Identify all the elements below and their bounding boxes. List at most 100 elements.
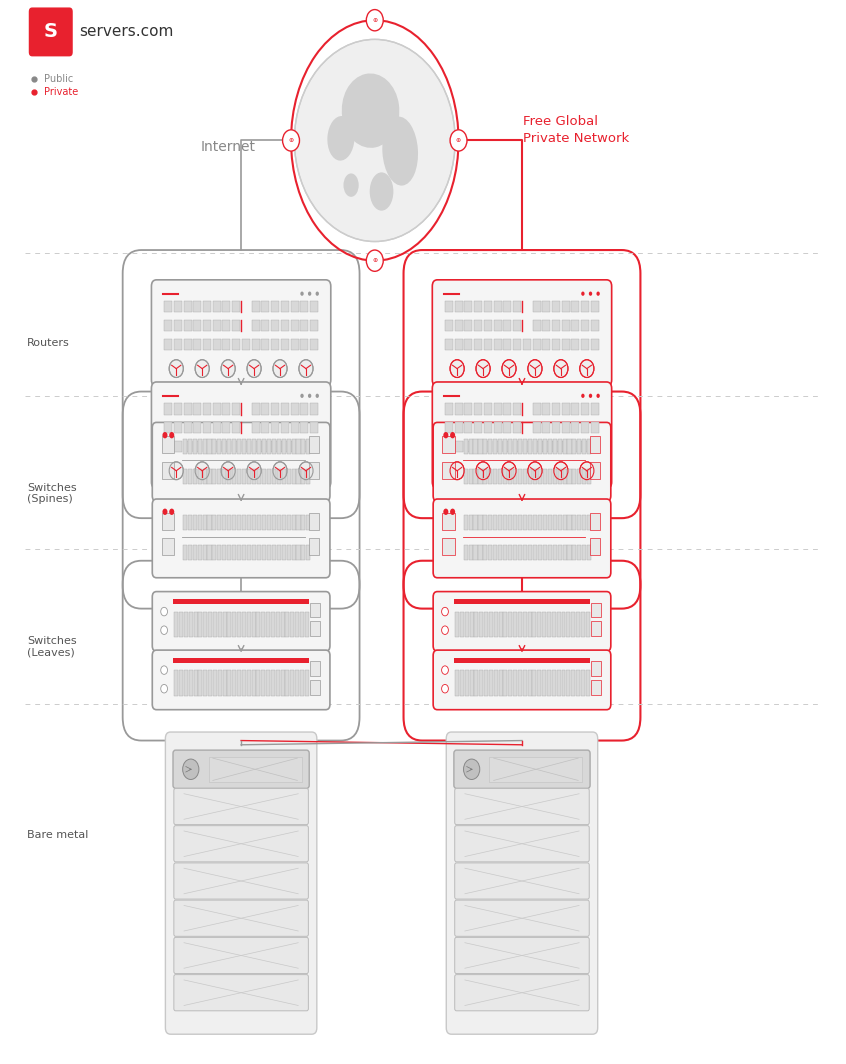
Bar: [257, 468, 261, 483]
Circle shape: [589, 394, 592, 398]
Bar: [183, 438, 187, 453]
Bar: [162, 538, 174, 555]
Bar: [552, 670, 556, 696]
Bar: [174, 670, 179, 696]
Bar: [558, 438, 562, 453]
Bar: [306, 515, 310, 530]
Bar: [232, 320, 240, 331]
Bar: [464, 422, 472, 433]
Bar: [566, 612, 570, 637]
Bar: [474, 403, 482, 415]
Bar: [445, 422, 453, 433]
Bar: [261, 403, 269, 415]
Bar: [232, 440, 240, 452]
Bar: [233, 670, 236, 696]
Bar: [281, 612, 284, 637]
Circle shape: [300, 394, 304, 398]
Bar: [542, 338, 550, 350]
Circle shape: [442, 684, 448, 693]
Bar: [538, 515, 541, 530]
Bar: [198, 468, 201, 483]
Bar: [568, 515, 572, 530]
Bar: [247, 438, 251, 453]
Bar: [572, 320, 580, 331]
Bar: [188, 515, 192, 530]
Bar: [207, 545, 212, 560]
Bar: [217, 515, 222, 530]
Circle shape: [247, 462, 261, 480]
Bar: [292, 515, 295, 530]
Bar: [552, 301, 560, 313]
Bar: [310, 680, 320, 695]
Bar: [480, 612, 483, 637]
Circle shape: [162, 509, 168, 515]
Bar: [292, 545, 295, 560]
Bar: [484, 338, 492, 350]
FancyBboxPatch shape: [151, 280, 331, 386]
FancyBboxPatch shape: [433, 592, 611, 651]
Bar: [271, 338, 279, 350]
Bar: [257, 438, 261, 453]
Ellipse shape: [370, 172, 393, 211]
Bar: [489, 670, 493, 696]
Bar: [469, 515, 473, 530]
Bar: [173, 422, 182, 433]
Bar: [442, 436, 455, 453]
Text: Bare metal: Bare metal: [27, 830, 89, 841]
Bar: [300, 612, 304, 637]
Bar: [287, 438, 291, 453]
Bar: [281, 422, 288, 433]
Bar: [271, 440, 279, 452]
Bar: [228, 670, 232, 696]
Bar: [538, 438, 541, 453]
Bar: [563, 468, 567, 483]
Bar: [537, 670, 541, 696]
Bar: [587, 438, 591, 453]
Bar: [208, 757, 301, 782]
Bar: [247, 545, 251, 560]
Bar: [257, 545, 261, 560]
Bar: [271, 301, 279, 313]
Bar: [222, 670, 227, 696]
Bar: [306, 438, 310, 453]
Bar: [542, 320, 550, 331]
Bar: [198, 545, 201, 560]
Bar: [454, 658, 590, 663]
Bar: [247, 612, 250, 637]
Bar: [179, 670, 183, 696]
Bar: [464, 438, 468, 453]
Bar: [232, 468, 236, 483]
Bar: [222, 440, 230, 452]
Bar: [290, 338, 299, 350]
Bar: [202, 438, 206, 453]
Bar: [179, 612, 183, 637]
Bar: [573, 545, 576, 560]
Bar: [310, 320, 318, 331]
Circle shape: [308, 292, 311, 296]
Circle shape: [195, 462, 209, 480]
Bar: [523, 438, 527, 453]
Bar: [309, 513, 319, 530]
Bar: [508, 438, 512, 453]
Bar: [483, 515, 487, 530]
Bar: [573, 468, 576, 483]
FancyBboxPatch shape: [165, 732, 316, 1034]
Bar: [484, 612, 488, 637]
Circle shape: [161, 666, 168, 675]
Bar: [445, 320, 453, 331]
Bar: [591, 338, 599, 350]
Bar: [222, 612, 227, 637]
Bar: [533, 468, 537, 483]
Bar: [479, 545, 482, 560]
Text: ⊕: ⊕: [372, 18, 377, 22]
Circle shape: [464, 759, 480, 780]
Bar: [513, 515, 517, 530]
Bar: [232, 422, 240, 433]
Bar: [552, 612, 556, 637]
Bar: [173, 599, 309, 604]
Bar: [252, 403, 260, 415]
Bar: [484, 422, 492, 433]
Text: ⊕: ⊕: [288, 138, 294, 143]
Bar: [282, 515, 286, 530]
Bar: [489, 612, 493, 637]
